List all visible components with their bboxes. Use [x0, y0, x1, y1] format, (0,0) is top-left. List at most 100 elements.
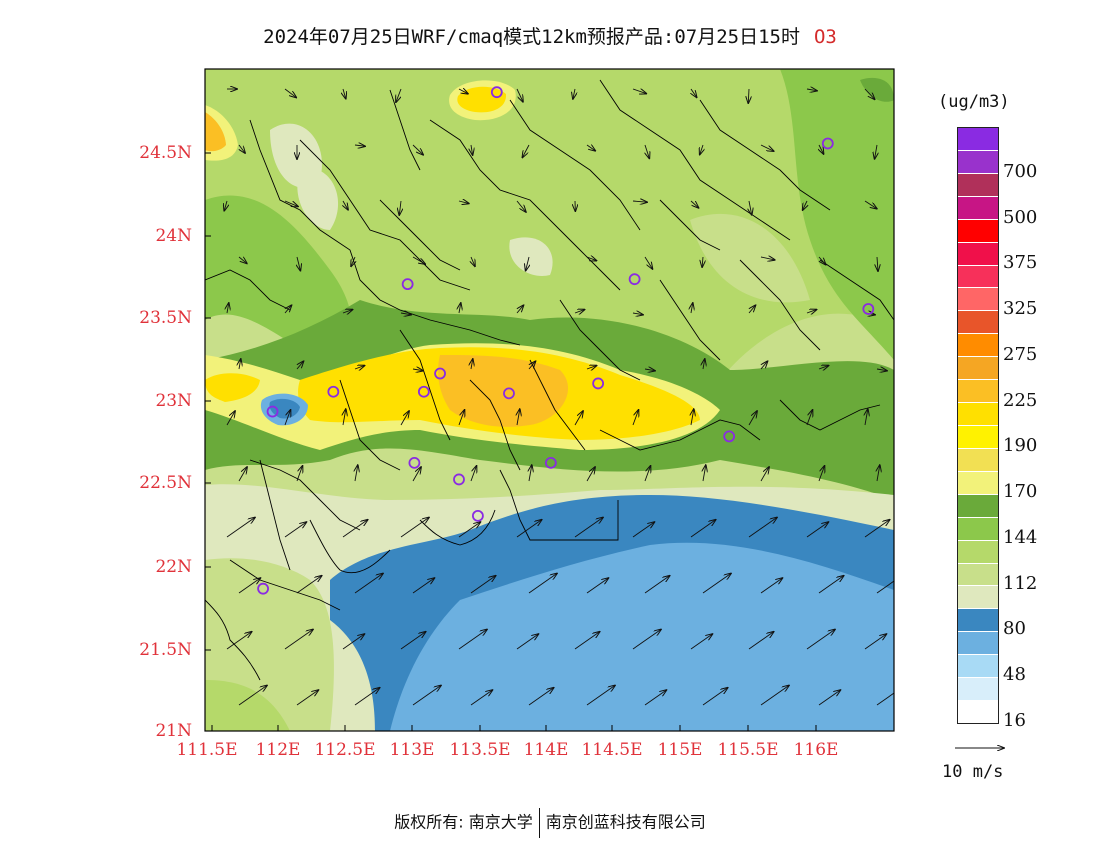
wind-arrow: [296, 466, 302, 482]
wind-arrow: [526, 256, 529, 271]
wind-arrow: [632, 201, 647, 202]
wind-arrow: [586, 257, 596, 261]
lat-tick-label: 24.5N: [139, 143, 192, 163]
station-marker: [257, 582, 269, 595]
wind-arrow: [644, 256, 652, 269]
wind-arrow: [238, 685, 267, 706]
legend-swatch: [958, 609, 998, 633]
legend-swatch: [958, 242, 998, 266]
reference-vector-label: 10 m/s: [942, 762, 1004, 782]
wind-arrow: [528, 688, 554, 706]
wind-arrow: [342, 520, 368, 538]
lon-tick-label: 116E: [793, 740, 839, 760]
station-marker: [434, 367, 446, 380]
legend-swatch: [958, 540, 998, 564]
wind-arrow: [343, 88, 346, 99]
legend-swatch: [958, 563, 998, 587]
wind-arrow: [819, 144, 824, 154]
legend-level-label: 500: [1003, 206, 1038, 228]
wind-arrow: [529, 465, 532, 482]
station-marker: [401, 278, 414, 291]
wind-arrow: [226, 411, 235, 426]
wind-arrow: [749, 305, 755, 314]
wind-arrow: [586, 145, 595, 151]
legend-swatch: [958, 380, 998, 404]
wind-arrow: [458, 89, 468, 94]
wind-arrow: [644, 369, 655, 371]
wind-arrow: [748, 632, 774, 650]
station-marker: [628, 273, 641, 286]
legend-swatch: [958, 196, 998, 220]
wind-arrow: [818, 576, 844, 594]
lon-tick-label: 114.5E: [581, 740, 643, 760]
wind-arrow: [864, 520, 890, 538]
wind-arrow: [761, 361, 767, 370]
wind-arrow: [517, 409, 520, 426]
legend-level-label: 375: [1003, 252, 1038, 274]
station-marker: [327, 385, 340, 398]
wind-arrow: [412, 467, 421, 482]
wind-arrow: [412, 256, 425, 264]
wind-arrow: [528, 573, 557, 594]
wind-arrow: [471, 359, 473, 370]
station-marker: [503, 387, 515, 400]
wind-arrow: [238, 257, 247, 263]
wind-arrow: [806, 629, 835, 650]
wind-arrow: [516, 88, 523, 102]
legend-colorbar: [957, 127, 999, 724]
wind-arrow: [748, 88, 749, 103]
lat-tick-label: 22.5N: [139, 473, 192, 493]
wind-arrow: [632, 629, 661, 650]
legend-swatch: [958, 311, 998, 335]
legend-swatch: [958, 632, 998, 656]
wind-arrow: [355, 465, 358, 482]
wind-arrow: [297, 256, 300, 271]
legend-swatch: [958, 655, 998, 679]
wind-arrow: [632, 410, 638, 426]
wind-arrow: [690, 200, 698, 208]
wind-arrow: [470, 576, 496, 594]
wind-arrow: [522, 144, 530, 157]
station-marker: [417, 385, 430, 398]
wind-arrow: [632, 89, 646, 94]
wind-arrow: [806, 310, 816, 313]
wind-arrow: [343, 200, 348, 210]
legend-swatch: [958, 150, 998, 174]
wind-arrow: [284, 522, 306, 538]
wind-arrow: [284, 200, 298, 206]
wind-arrow: [700, 144, 703, 154]
legend-swatch: [958, 173, 998, 197]
wind-arrow: [644, 690, 666, 706]
legend-level-label: 225: [1003, 389, 1038, 411]
legend-swatch: [958, 357, 998, 381]
monitoring-stations: [257, 86, 875, 595]
legend-level-label: 144: [1003, 526, 1038, 548]
wind-arrow: [748, 411, 757, 426]
wind-arrow: [400, 632, 426, 650]
lat-tick-label: 23N: [155, 391, 192, 411]
station-marker: [490, 86, 503, 99]
wind-arrow: [458, 522, 480, 538]
legend-swatch: [958, 517, 998, 541]
lat-tick-label: 22N: [155, 557, 192, 577]
lat-tick-label: 24N: [155, 226, 192, 246]
wind-arrow: [224, 200, 227, 211]
chart-title-text: 2024年07月25日WRF/cmaq模式12km预报产品:07月25日15时: [263, 26, 800, 48]
wind-arrow: [818, 256, 826, 265]
lon-tick-label: 113E: [389, 740, 435, 760]
wind-arrow: [574, 517, 603, 538]
wind-arrow: [342, 310, 352, 313]
legend-unit: (ug/m3): [938, 92, 1010, 112]
wind-arrow: [690, 520, 716, 538]
wind-arrow: [702, 256, 703, 267]
wind-arrow: [400, 411, 409, 426]
wind-arrow: [458, 410, 464, 426]
wind-arrow: [574, 411, 583, 426]
station-marker: [862, 303, 875, 315]
legend-level-label: 170: [1003, 481, 1038, 503]
legend-swatch: [958, 265, 998, 289]
wind-arrow: [702, 688, 728, 706]
wind-arrow: [516, 634, 538, 650]
wind-arrow: [760, 685, 789, 706]
copyright-owner-label: 版权所有:: [394, 812, 464, 832]
